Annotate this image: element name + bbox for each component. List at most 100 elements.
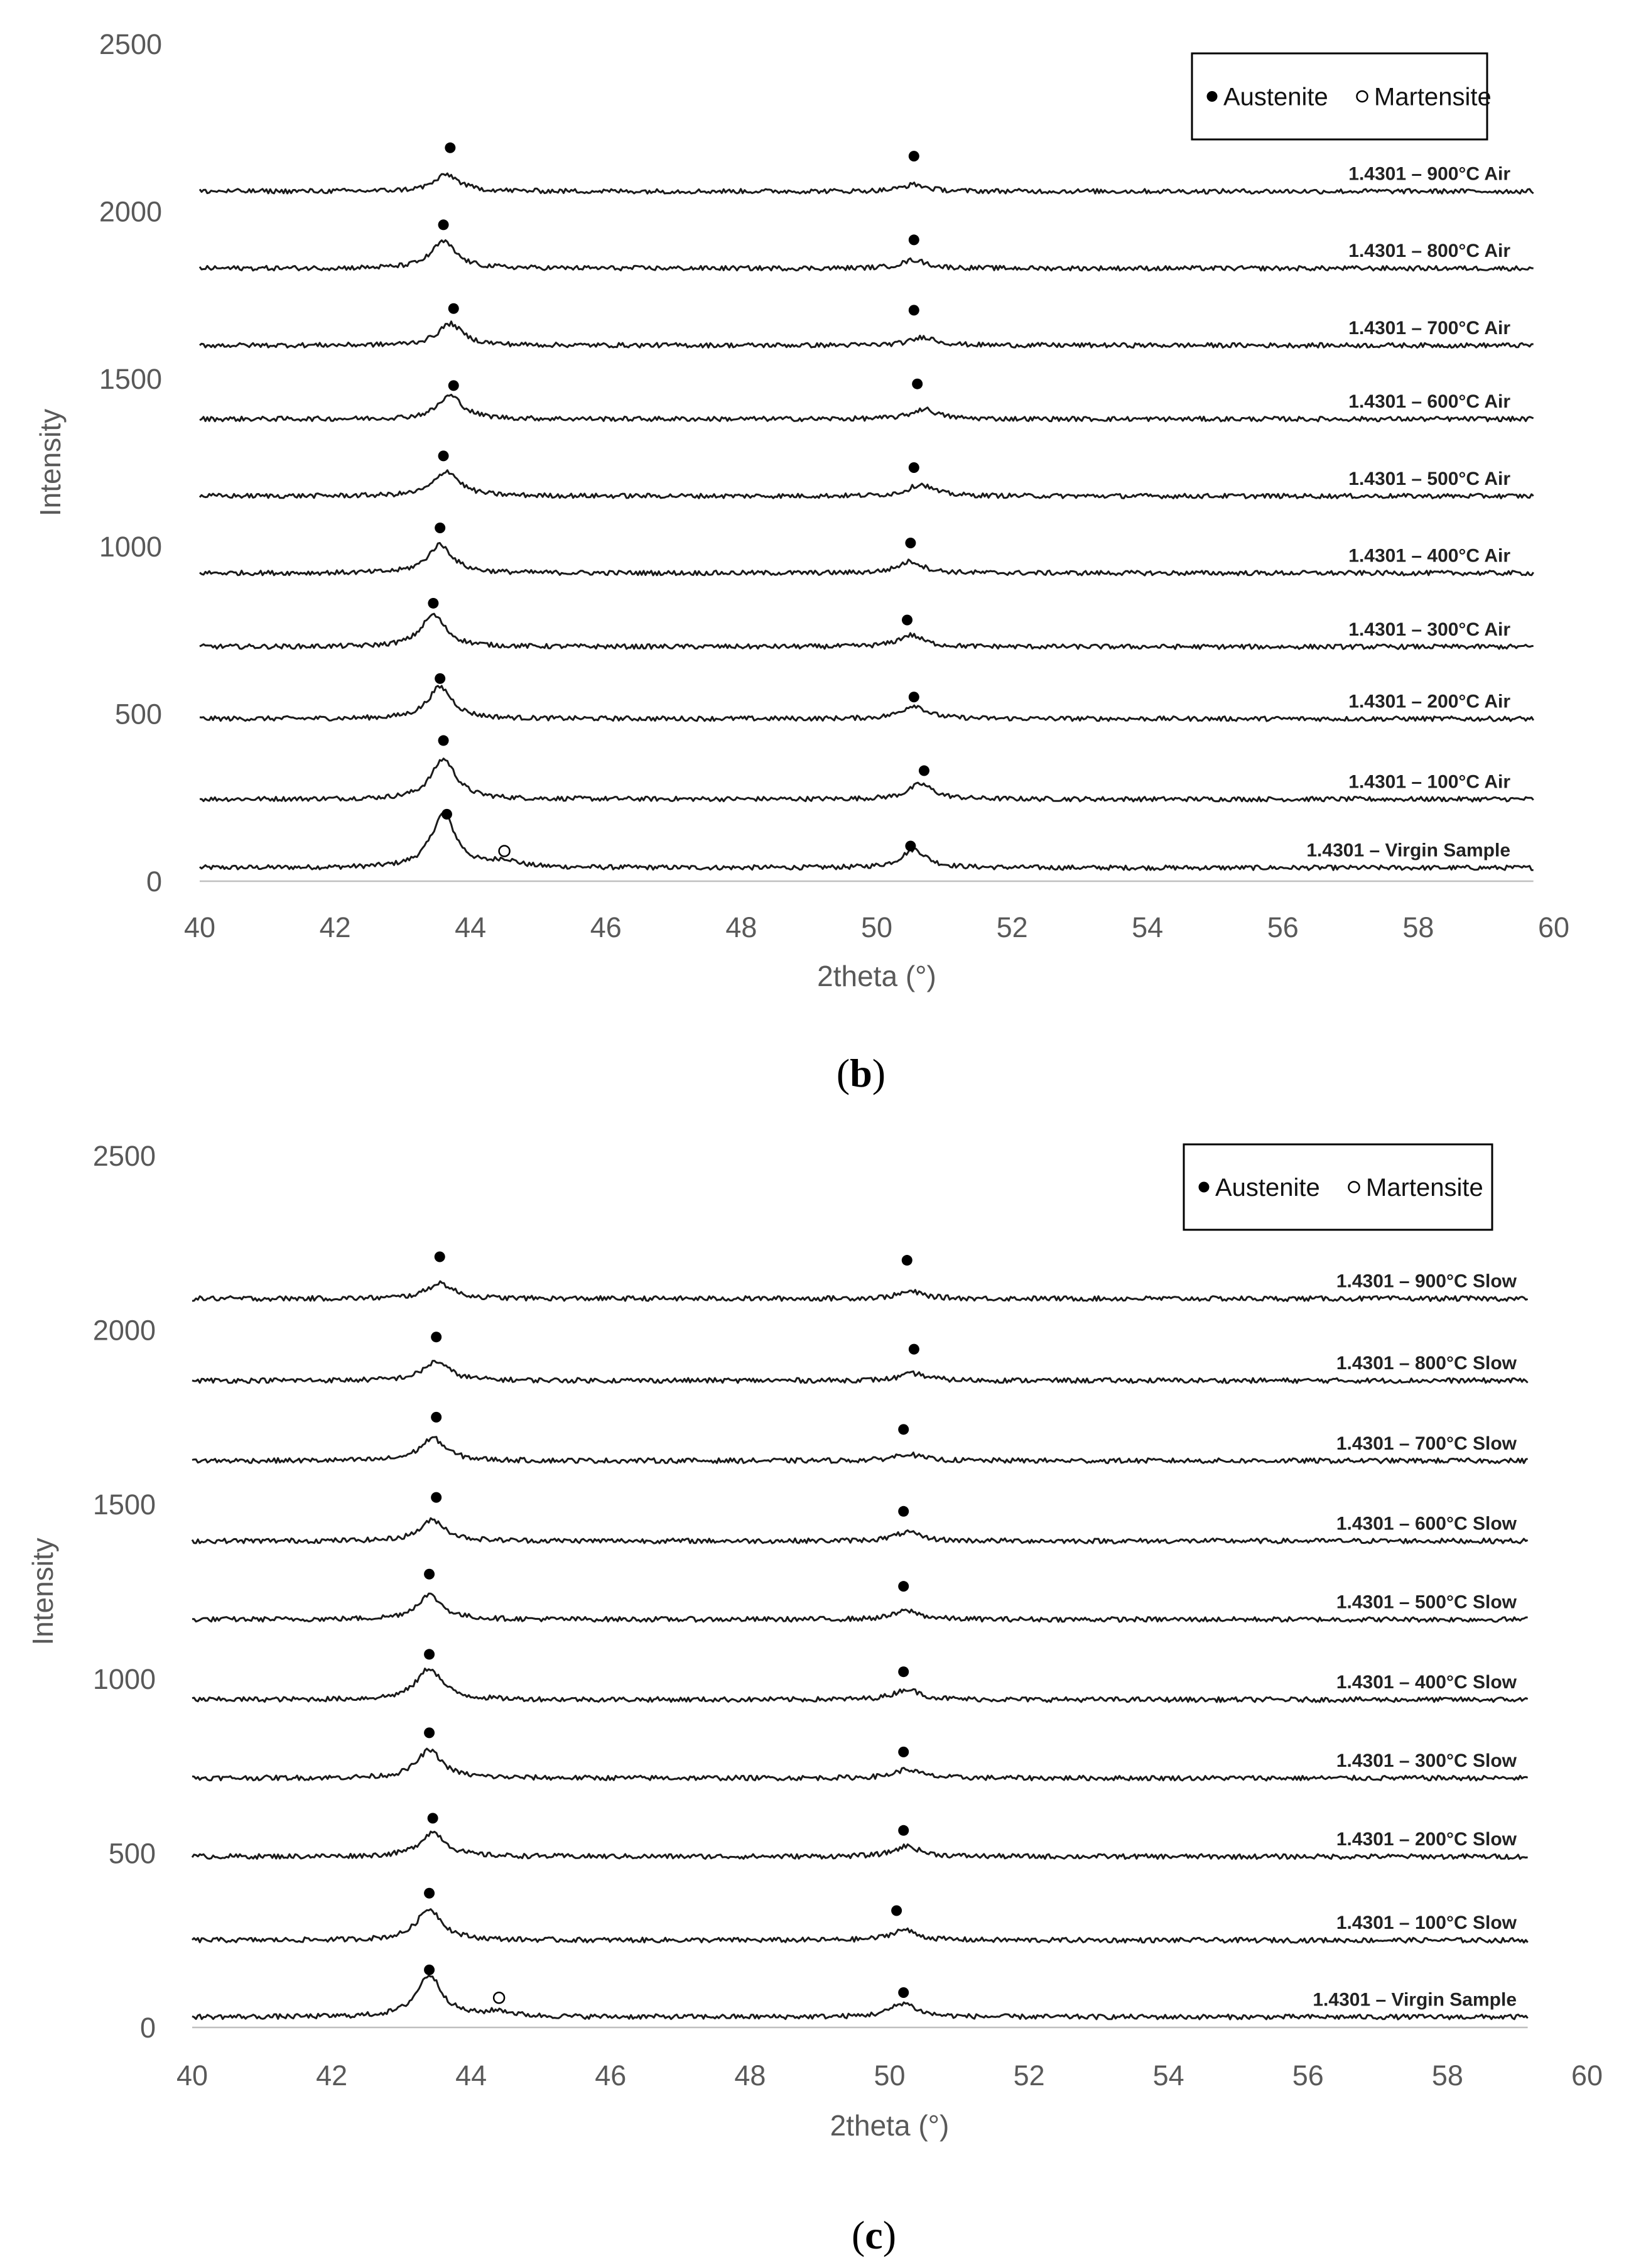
series-3: 1.4301 – 300°C Slow <box>192 1727 1529 1782</box>
series-line <box>199 393 1534 423</box>
x-tick-label: 58 <box>1402 911 1434 943</box>
austenite-marker <box>908 462 919 473</box>
austenite-marker <box>435 522 446 533</box>
legend-box <box>1183 1143 1493 1231</box>
series-6: 1.4301 – 600°C Air <box>199 378 1534 423</box>
series-label: 1.4301 – 800°C Air <box>1348 241 1510 261</box>
x-tick-label: 44 <box>455 911 486 943</box>
series-2: 1.4301 – 200°C Air <box>199 673 1534 722</box>
series-label: 1.4301 – 300°C Slow <box>1336 1750 1517 1771</box>
austenite-marker <box>428 597 439 609</box>
series-line <box>199 757 1534 803</box>
series-line <box>199 812 1534 871</box>
x-tick-label: 50 <box>874 2059 905 2092</box>
series-line <box>192 1436 1529 1465</box>
series-line <box>199 685 1534 722</box>
austenite-marker <box>908 305 919 316</box>
series-8: 1.4301 – 800°C Slow <box>192 1332 1529 1384</box>
legend-box <box>1191 52 1488 141</box>
austenite-marker <box>918 765 929 776</box>
series-9: 1.4301 – 900°C Slow <box>192 1251 1529 1302</box>
legend-austenite-label: Austenite <box>1215 1174 1320 1202</box>
series-7: 1.4301 – 700°C Air <box>199 303 1534 349</box>
panel-b-chart: 40 42 44 46 48 50 52 54 56 58 60 0 500 1000 1500 2000 25… <box>34 28 1569 1095</box>
austenite-marker <box>448 303 459 314</box>
legend: Austenite Martensite <box>1191 52 1492 141</box>
series-label: 1.4301 – 200°C Slow <box>1336 1829 1517 1850</box>
austenite-marker <box>912 378 923 389</box>
series-label: 1.4301 – 800°C Slow <box>1336 1353 1517 1374</box>
x-tick-label: 56 <box>1292 2059 1324 2092</box>
austenite-marker <box>902 614 913 626</box>
x-tick-label: 58 <box>1432 2059 1463 2092</box>
legend-martensite-label: Martensite <box>1366 1174 1483 1202</box>
legend-austenite-marker <box>1198 1181 1210 1193</box>
x-tick-label: 54 <box>1153 2059 1184 2092</box>
austenite-marker <box>908 692 919 703</box>
series-5: 1.4301 – 500°C Air <box>198 450 1534 499</box>
legend-austenite-marker <box>1206 91 1218 102</box>
martensite-marker <box>498 845 511 857</box>
series-label: 1.4301 – 200°C Air <box>1348 691 1510 712</box>
x-tick-label: 52 <box>1014 2059 1045 2092</box>
austenite-marker <box>901 1255 913 1266</box>
austenite-marker <box>434 1251 445 1262</box>
series-line <box>199 542 1534 577</box>
series-label: 1.4301 – 600°C Air <box>1348 391 1510 412</box>
austenite-marker <box>438 450 449 462</box>
austenite-marker <box>898 1424 909 1435</box>
series-label: 1.4301 – Virgin Sample <box>1306 840 1510 861</box>
series-line <box>192 1280 1529 1302</box>
series-5: 1.4301 – 500°C Slow <box>192 1568 1528 1623</box>
series-line <box>198 172 1534 195</box>
y-tick-label: 1000 <box>93 1663 156 1695</box>
series-label: 1.4301 – 900°C Air <box>1348 164 1510 185</box>
series-8: 1.4301 – 800°C Air <box>198 219 1534 272</box>
x-tick-label: 40 <box>184 911 215 943</box>
y-tick-label: 0 <box>146 865 162 898</box>
series-line <box>191 1517 1529 1544</box>
y-tick-label: 0 <box>140 2012 156 2044</box>
austenite-marker <box>427 1813 438 1824</box>
austenite-marker <box>424 1887 435 1899</box>
series-label: 1.4301 – 500°C Slow <box>1336 1592 1517 1612</box>
series-label: 1.4301 – 100°C Slow <box>1336 1913 1517 1933</box>
panel-letter: b <box>850 1051 872 1095</box>
austenite-marker <box>431 1332 442 1343</box>
x-axis-title: 2theta (°) <box>830 2109 950 2142</box>
legend: Austenite Martensite <box>1183 1143 1493 1231</box>
series-label: 1.4301 – 400°C Air <box>1348 545 1510 566</box>
austenite-marker <box>908 151 919 162</box>
series-line <box>199 320 1534 349</box>
series-line <box>191 1908 1529 1944</box>
y-tick-label: 2000 <box>93 1315 156 1347</box>
austenite-marker <box>424 1568 435 1580</box>
austenite-marker <box>435 673 446 684</box>
series-label: 1.4301 – 700°C Slow <box>1336 1433 1517 1454</box>
series-line <box>199 612 1534 650</box>
x-tick-label: 50 <box>861 911 892 943</box>
series-9: 1.4301 – 900°C Air <box>198 142 1534 195</box>
series-1: 1.4301 – 100°C Slow <box>191 1887 1529 1944</box>
y-tick-label: 1500 <box>93 1489 156 1521</box>
series-4: 1.4301 – 400°C Slow <box>192 1649 1529 1703</box>
austenite-marker <box>431 1411 442 1423</box>
series-4: 1.4301 – 400°C Air <box>199 522 1534 577</box>
austenite-marker <box>424 1964 435 1975</box>
austenite-marker <box>898 1746 909 1757</box>
series-label: 1.4301 – Virgin Sample <box>1313 1989 1517 2010</box>
austenite-marker <box>905 537 916 548</box>
series-label: 1.4301 – 100°C Air <box>1348 771 1510 792</box>
austenite-marker <box>424 1649 435 1660</box>
series-label: 1.4301 – 700°C Air <box>1348 318 1510 339</box>
series-label: 1.4301 – 600°C Slow <box>1336 1513 1517 1534</box>
series-1: 1.4301 – 100°C Air <box>199 735 1534 803</box>
austenite-marker <box>898 1825 909 1836</box>
series-line <box>198 469 1534 499</box>
panel-label: (b) <box>837 1051 885 1095</box>
x-tick-label: 60 <box>1571 2059 1603 2092</box>
x-tick-label: 40 <box>176 2059 208 2092</box>
austenite-marker <box>898 1581 909 1592</box>
series-line <box>192 1747 1529 1782</box>
